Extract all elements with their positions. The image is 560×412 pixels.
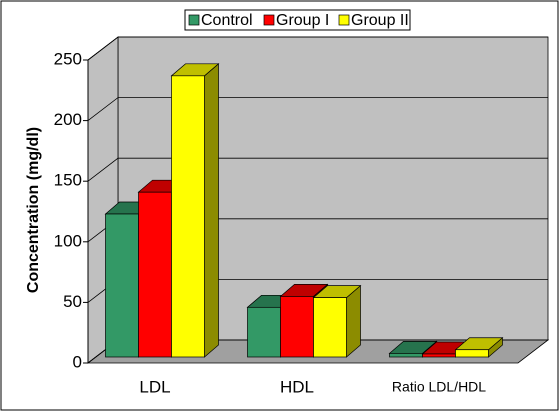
- bar-front: [138, 191, 172, 358]
- legend-label: Control: [201, 12, 253, 29]
- grid-line: [87, 36, 548, 61]
- x-tick-label: LDL: [139, 377, 170, 396]
- y-tick-label: 50: [63, 292, 82, 311]
- bar-front: [171, 75, 205, 358]
- legend-swatch: [338, 14, 350, 26]
- y-tick-label: 200: [54, 110, 82, 129]
- grid-line: [87, 97, 548, 121]
- grid-line: [87, 157, 548, 182]
- bar-front: [389, 353, 423, 358]
- bar-front: [280, 296, 314, 358]
- bar: [170, 63, 220, 358]
- legend-swatch: [263, 14, 275, 26]
- bar-front: [105, 213, 139, 358]
- bar-front: [247, 306, 281, 358]
- legend-swatch: [188, 14, 200, 26]
- bar-side: [204, 63, 219, 358]
- bar: [312, 284, 362, 358]
- y-tick-label: 150: [54, 171, 82, 190]
- bar: [454, 336, 504, 358]
- bar-front: [313, 297, 347, 358]
- x-tick-label: HDL: [280, 377, 314, 396]
- y-tick-label: 100: [54, 231, 82, 250]
- legend-label: Group II: [351, 12, 409, 29]
- y-tick-label: 250: [54, 49, 82, 68]
- x-tick-label: Ratio LDL/HDL: [392, 379, 486, 395]
- bar-side: [346, 284, 361, 358]
- legend: Control Group I Group II: [184, 9, 411, 31]
- bar-front: [422, 353, 456, 358]
- y-axis-label: Concentration (mg/dl): [25, 127, 42, 293]
- bar-front: [455, 349, 489, 358]
- legend-label: Group I: [276, 12, 329, 29]
- legend-box: [184, 9, 411, 31]
- y-tick-label: 0: [73, 352, 82, 371]
